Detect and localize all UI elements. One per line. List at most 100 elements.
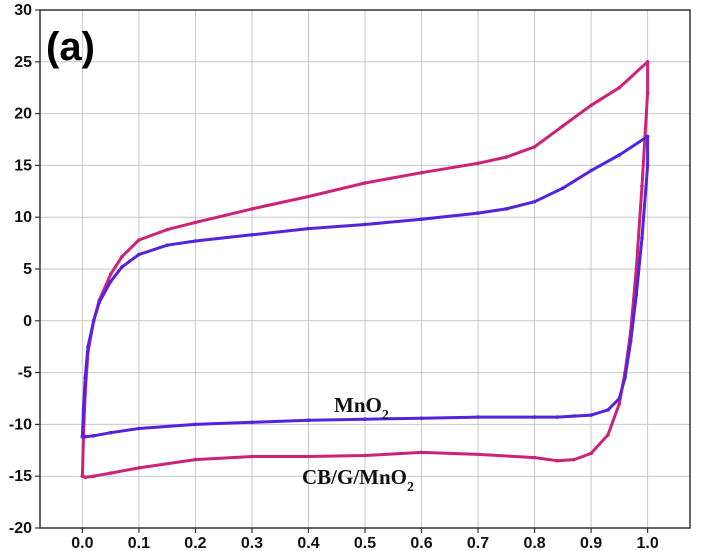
series-point-cb-g-mno2-11 bbox=[250, 207, 254, 211]
series-point-mno2-2 bbox=[83, 376, 87, 380]
x-tick-label-2: 0.2 bbox=[184, 535, 206, 551]
series-point-cb-g-mno2-41 bbox=[91, 474, 96, 479]
series-point-mno2-32 bbox=[532, 415, 537, 419]
series-point-cb-g-mno2-8 bbox=[137, 238, 141, 242]
x-tick-label-4: 0.4 bbox=[297, 535, 319, 551]
series-layer bbox=[80, 60, 650, 480]
series-point-cb-g-mno2-38 bbox=[193, 457, 198, 462]
series-point-cb-g-mno2-36 bbox=[306, 454, 311, 459]
series-point-cb-g-mno2-34 bbox=[419, 450, 424, 455]
series-point-cb-g-mno2-19 bbox=[589, 103, 593, 108]
series-point-mno2-6 bbox=[108, 279, 113, 284]
series-point-mno2-42 bbox=[83, 435, 87, 439]
series-point-mno2-21 bbox=[645, 134, 650, 139]
y-tick-label-9: 25 bbox=[14, 54, 32, 71]
y-tick-label-3: -5 bbox=[18, 365, 32, 382]
series-point-mno2-4 bbox=[91, 319, 96, 323]
series-point-mno2-33 bbox=[476, 415, 480, 419]
y-tick-label-1: -15 bbox=[9, 468, 32, 485]
series-point-cb-g-mno2-37 bbox=[250, 454, 254, 459]
series-point-cb-g-mno2-14 bbox=[419, 170, 424, 175]
series-point-mno2-13 bbox=[363, 222, 367, 227]
series-point-mno2-18 bbox=[561, 186, 565, 190]
series-point-cb-g-mno2-23 bbox=[640, 184, 644, 188]
series-point-mno2-24 bbox=[634, 293, 639, 297]
series-point-cb-g-mno2-33 bbox=[476, 452, 480, 457]
series-point-cb-g-mno2-27 bbox=[617, 401, 622, 406]
series-point-cb-g-mno2-40 bbox=[108, 471, 113, 475]
x-tick-label-9: 0.9 bbox=[580, 535, 602, 551]
labels: (a) MnO2 CB/G/MnO2 bbox=[46, 25, 414, 495]
series-point-mno2-14 bbox=[419, 217, 424, 222]
panel-label: (a) bbox=[46, 25, 95, 69]
series-point-mno2-20 bbox=[617, 153, 622, 157]
series-point-mno2-17 bbox=[532, 199, 537, 204]
series-point-mno2-16 bbox=[504, 207, 509, 211]
x-tick-label-3: 0.3 bbox=[241, 535, 263, 551]
y-tick-label-0: -20 bbox=[9, 520, 32, 537]
series-point-mno2-29 bbox=[589, 413, 593, 417]
x-tick-label-10: 1.0 bbox=[636, 535, 658, 551]
series-point-cb-g-mno2-35 bbox=[363, 453, 367, 458]
y-tick-label-5: 5 bbox=[23, 261, 32, 278]
series-point-cb-g-mno2-16 bbox=[504, 155, 509, 159]
series-point-mno2-41 bbox=[91, 434, 96, 438]
series-point-mno2-8 bbox=[137, 252, 141, 257]
series-point-cb-g-mno2-31 bbox=[555, 458, 559, 463]
y-tick-label-8: 20 bbox=[14, 106, 32, 123]
series-point-mno2-3 bbox=[86, 344, 90, 349]
series-line-mno2 bbox=[80, 134, 650, 439]
series-point-mno2-34 bbox=[419, 416, 424, 421]
series-point-cb-g-mno2-24 bbox=[634, 267, 639, 271]
series-point-mno2-25 bbox=[628, 339, 633, 344]
series-point-mno2-19 bbox=[589, 168, 593, 173]
x-tick-label-5: 0.5 bbox=[354, 535, 376, 551]
series-point-cb-g-mno2-29 bbox=[589, 451, 593, 456]
series-point-mno2-30 bbox=[572, 414, 576, 418]
series-point-mno2-5 bbox=[97, 300, 102, 305]
series-point-mno2-22 bbox=[645, 163, 650, 168]
series-point-mno2-40 bbox=[108, 430, 113, 435]
axes: 0.0 0.1 0.2 0.3 0.4 0.5 0.6 0.7 0.8 0.9 1.0 -20 -15 -… bbox=[9, 2, 691, 551]
x-tick-label-7: 0.7 bbox=[467, 535, 489, 551]
series-point-cb-g-mno2-21 bbox=[645, 60, 650, 64]
series-point-cb-g-mno2-30 bbox=[572, 457, 576, 462]
series-point-cb-g-mno2-10 bbox=[193, 220, 198, 225]
series-point-cb-g-mno2-12 bbox=[306, 194, 311, 199]
series-point-mno2-37 bbox=[250, 420, 254, 425]
x-tick-label-6: 0.6 bbox=[410, 535, 432, 551]
y-tick-label-7: 15 bbox=[14, 157, 32, 174]
y-tick-label-2: -10 bbox=[9, 416, 32, 433]
series-point-mno2-36 bbox=[306, 418, 311, 423]
series-point-mno2-12 bbox=[306, 226, 311, 231]
series-point-mno2-35 bbox=[363, 417, 367, 422]
series-point-cb-g-mno2-39 bbox=[137, 466, 141, 470]
series-point-cb-g-mno2-15 bbox=[476, 161, 480, 166]
series-point-cb-g-mno2-13 bbox=[363, 181, 367, 185]
x-tick-label-8: 0.8 bbox=[523, 535, 545, 551]
series-label-mno2: MnO2 bbox=[334, 393, 389, 423]
series-point-cb-g-mno2-7 bbox=[120, 254, 124, 259]
series-point-mno2-28 bbox=[606, 408, 610, 412]
series-point-cb-g-mno2-32 bbox=[532, 455, 537, 460]
y-tick-label-10: 30 bbox=[14, 2, 32, 19]
series-point-mno2-11 bbox=[250, 233, 254, 237]
series-point-mno2-38 bbox=[193, 422, 198, 427]
series-point-mno2-39 bbox=[137, 426, 141, 431]
series-line-cb-g-mno2 bbox=[80, 60, 650, 479]
series-point-cb-g-mno2-22 bbox=[645, 91, 650, 95]
series-label-cb-g-mno2: CB/G/MnO2 bbox=[302, 465, 414, 495]
series-point-cb-g-mno2-28 bbox=[606, 433, 610, 437]
series-point-cb-g-mno2-17 bbox=[532, 145, 537, 149]
series-point-cb-g-mno2-43 bbox=[80, 474, 85, 479]
series-point-mno2-1 bbox=[81, 407, 86, 411]
series-point-mno2-26 bbox=[623, 376, 627, 380]
series-point-mno2-10 bbox=[193, 239, 198, 243]
y-tick-label-6: 10 bbox=[14, 209, 32, 226]
series-point-cb-g-mno2-18 bbox=[561, 124, 565, 128]
series-point-mno2-27 bbox=[617, 396, 622, 401]
series-point-cb-g-mno2-6 bbox=[108, 272, 113, 277]
x-tick-label-0: 0.0 bbox=[71, 535, 93, 551]
series-point-mno2-15 bbox=[476, 211, 480, 215]
